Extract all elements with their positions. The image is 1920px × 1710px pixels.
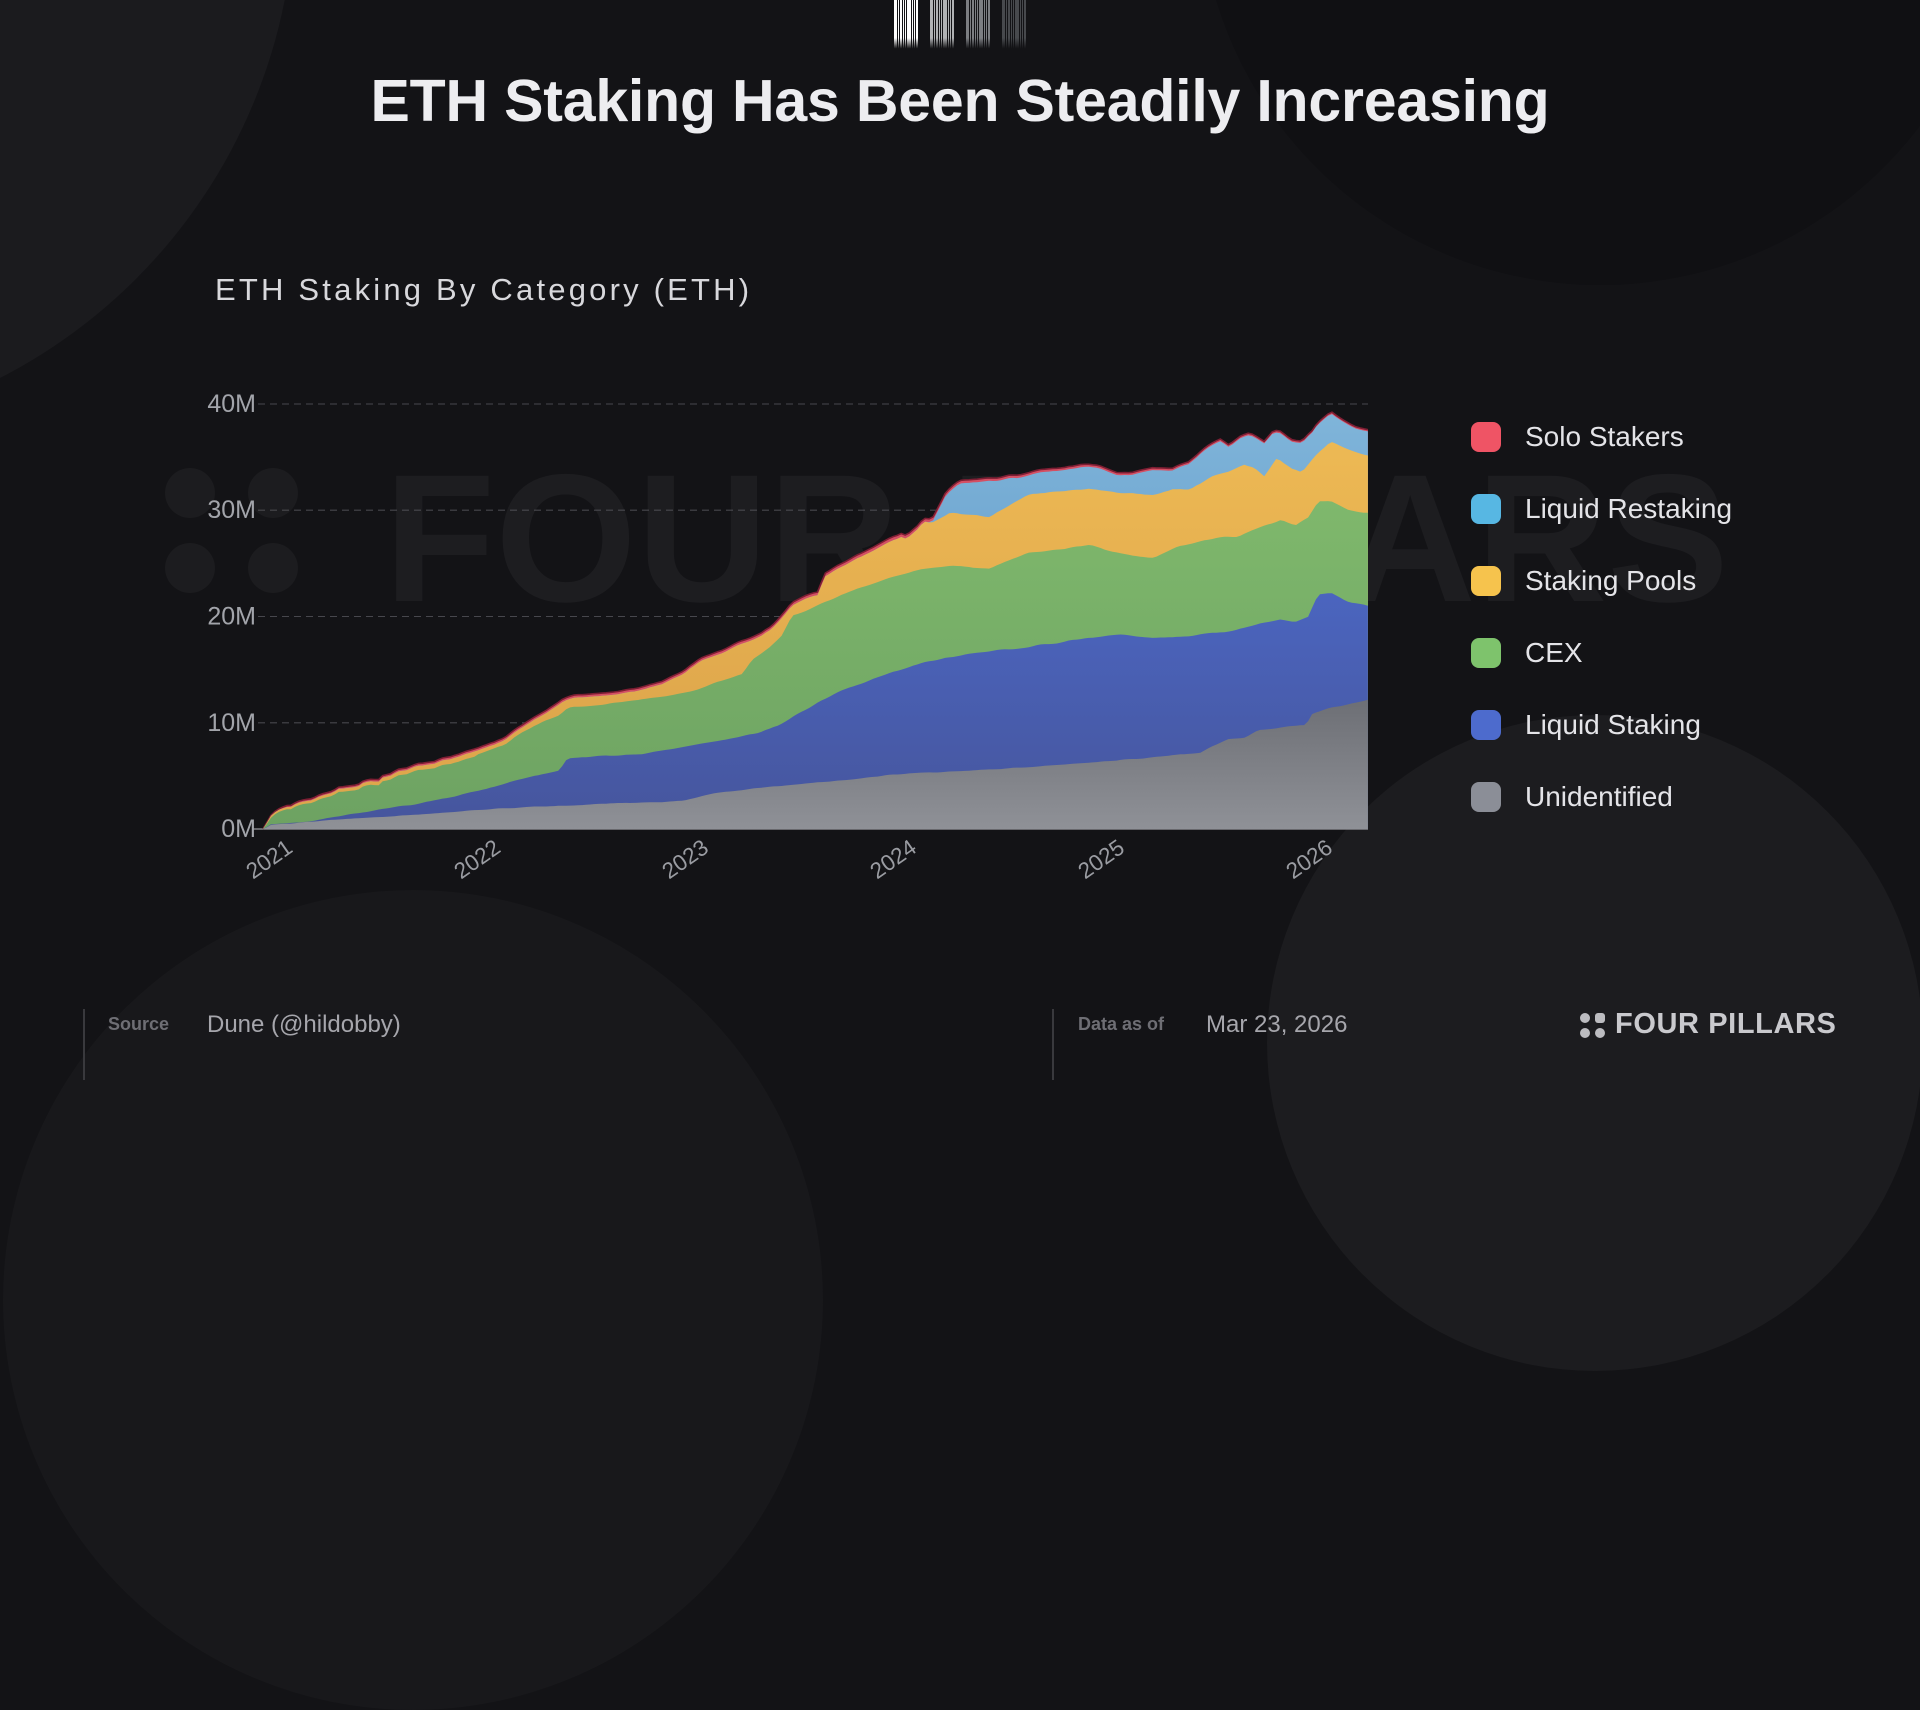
svg-text:0M: 0M [221,815,256,843]
svg-text:2025: 2025 [1074,835,1129,884]
svg-text:2026: 2026 [1282,835,1337,884]
svg-text:30M: 30M [207,496,256,524]
svg-text:2023: 2023 [658,835,713,884]
svg-text:2024: 2024 [866,835,921,884]
svg-text:20M: 20M [207,603,256,631]
svg-text:10M: 10M [207,709,256,737]
svg-text:2022: 2022 [450,835,505,884]
svg-text:40M: 40M [207,390,256,418]
